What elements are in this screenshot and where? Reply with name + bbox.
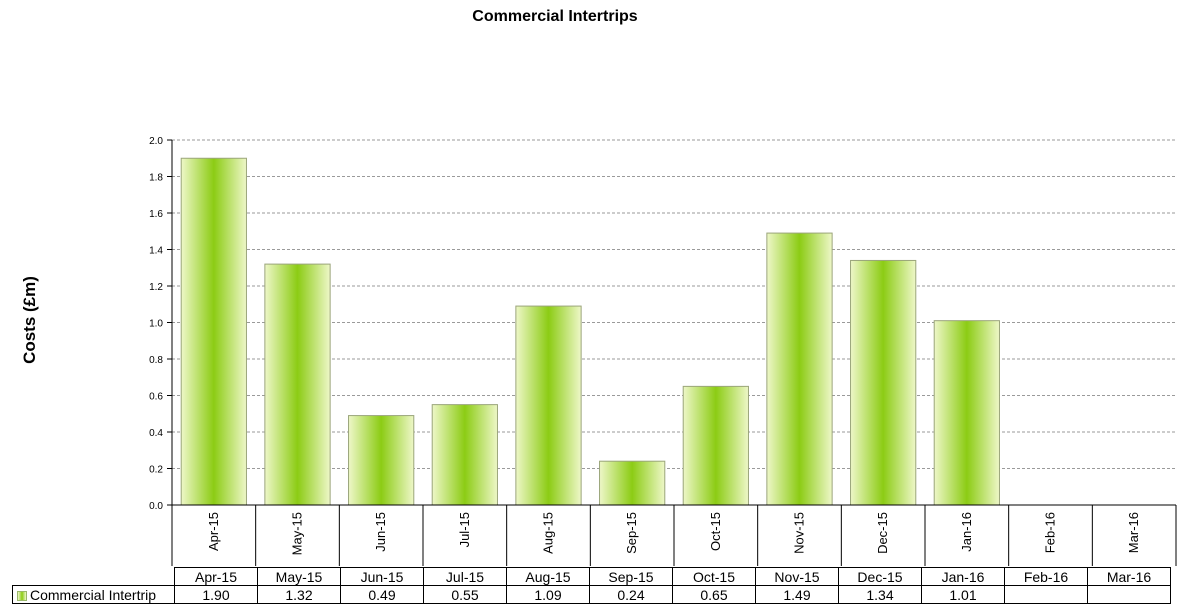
x-tick-label: Nov-15 [792,512,807,554]
bar-jan-16 [933,320,1000,506]
data-table-value-cell: 0.49 [340,585,424,604]
data-table-header-row: Apr-15 May-15 Jun-15 Jul-15 Aug-15 Sep-15 Oct-… [13,567,1171,586]
data-table-series-cell: Commercial Intertrip [12,585,175,604]
data-table-header-cell: Nov-15 [755,567,839,586]
data-table: Apr-15 May-15 Jun-15 Jul-15 Aug-15 Sep-15 Oct-… [12,567,1171,604]
bar-jul-15 [431,404,498,506]
bar-aug-15 [515,305,582,506]
x-tick-label: Jun-15 [373,512,388,552]
data-table-header-cell: Feb-16 [1004,567,1088,586]
y-tick-label: 1.8 [149,173,163,184]
chart-title: Commercial Intertrips [472,8,638,25]
y-tick-label: 0.6 [149,392,163,403]
y-tick-label: 1.6 [149,209,163,220]
data-table-value-cell: 1.90 [174,585,258,604]
x-tick-label: Sep-15 [624,512,639,554]
data-table-header-cell: May-15 [257,567,341,586]
data-table-value-cell: 1.09 [506,585,590,604]
y-tick-label: 0.2 [149,465,163,476]
data-table-header-cell: Mar-16 [1087,567,1171,586]
x-tick-label: Dec-15 [875,512,890,554]
data-table-series-row: Commercial Intertrip 1.90 1.32 0.49 0.55 1.0… [12,585,1171,604]
bar-jun-15 [348,415,415,506]
data-table-header-cell: Jun-15 [340,567,424,586]
bar-oct-15 [682,385,749,506]
axes: 0.0 0.2 0.4 0.6 0.8 1.0 1.2 1.4 1.6 1.8 2.0 Apr-15 M… [149,136,1177,566]
bar-may-15 [264,263,331,506]
x-tick-label: Aug-15 [541,512,556,554]
y-tick-label: 0.8 [149,355,163,366]
x-tick-label: Mar-16 [1126,512,1141,553]
y-tick-label: 0.0 [149,501,163,512]
bars [180,157,1000,506]
bar-dec-15 [850,259,917,506]
y-tick-label: 1.0 [149,319,163,330]
bar-sep-15 [599,460,666,506]
data-table-header-cell: Oct-15 [672,567,756,586]
bar-nov-15 [766,232,833,506]
data-table-value-cell: 0.24 [589,585,673,604]
x-tick-label: Oct-15 [708,512,723,551]
y-tick-label: 1.4 [149,246,163,257]
y-tick-label: 0.4 [149,428,163,439]
x-tick-label: Apr-15 [206,512,221,551]
data-table-value-cell: 1.32 [257,585,341,604]
data-table-header-cell: Jan-16 [921,567,1005,586]
x-tick-label: May-15 [290,512,305,555]
data-table-header-cell: Jul-15 [423,567,507,586]
data-table-value-cell: 0.65 [672,585,756,604]
data-table-corner [13,568,175,586]
x-tick-label: Jul-15 [457,512,472,547]
y-tick-label: 1.2 [149,282,163,293]
data-table-header-cell: Sep-15 [589,567,673,586]
y-tick-label: 2.0 [149,136,163,147]
x-tick-label: Feb-16 [1043,512,1058,553]
legend-key [17,590,27,601]
data-table-header-cell: Apr-15 [174,567,258,586]
data-table-value-cell [1087,585,1171,604]
x-tick-label: Jan-16 [959,512,974,552]
data-table-value-cell: 0.55 [423,585,507,604]
data-table-value-cell: 1.49 [755,585,839,604]
data-table-value-cell: 1.34 [838,585,922,604]
series-name: Commercial Intertrip [30,586,157,603]
data-table-value-cell: 1.01 [921,585,1005,604]
data-table-header-cell: Aug-15 [506,567,590,586]
data-table-header-cell: Dec-15 [838,567,922,586]
bar-apr-15 [180,157,247,506]
data-table-value-cell [1004,585,1088,604]
gridlines [172,139,1176,469]
